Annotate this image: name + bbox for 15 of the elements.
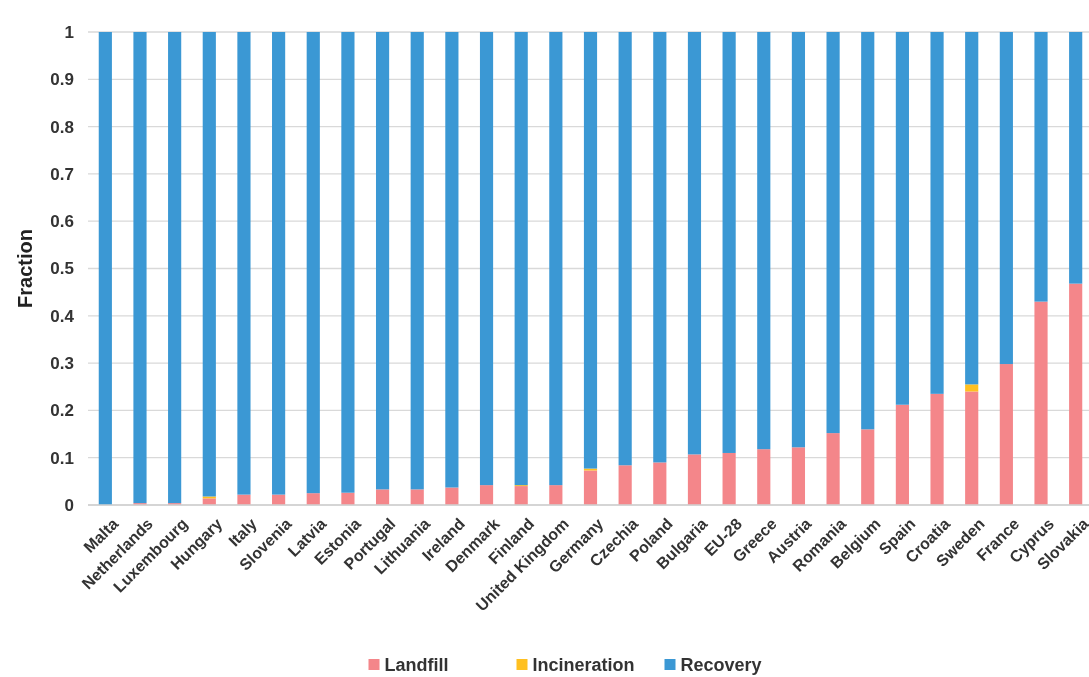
y-tick-label: 0.4 xyxy=(50,306,75,326)
legend-label: Landfill xyxy=(384,655,449,676)
y-tick-label: 0.7 xyxy=(50,164,74,184)
y-tick-label: 0.5 xyxy=(50,259,74,279)
y-tick-label: 0.3 xyxy=(50,354,74,374)
y-tick-label: 0 xyxy=(64,495,74,515)
legend-label: Recovery xyxy=(680,655,762,676)
y-tick-label: 0.2 xyxy=(50,401,74,421)
y-tick-label: 1 xyxy=(64,22,74,42)
y-tick-label: 0.9 xyxy=(50,70,74,90)
y-tick-label: 0.1 xyxy=(50,448,74,468)
y-tick-label: 0.8 xyxy=(50,117,74,137)
y-tick-label: 0.6 xyxy=(50,212,74,232)
legend-label: Incineration xyxy=(532,655,635,676)
y-axis-title: Fraction xyxy=(14,229,36,308)
